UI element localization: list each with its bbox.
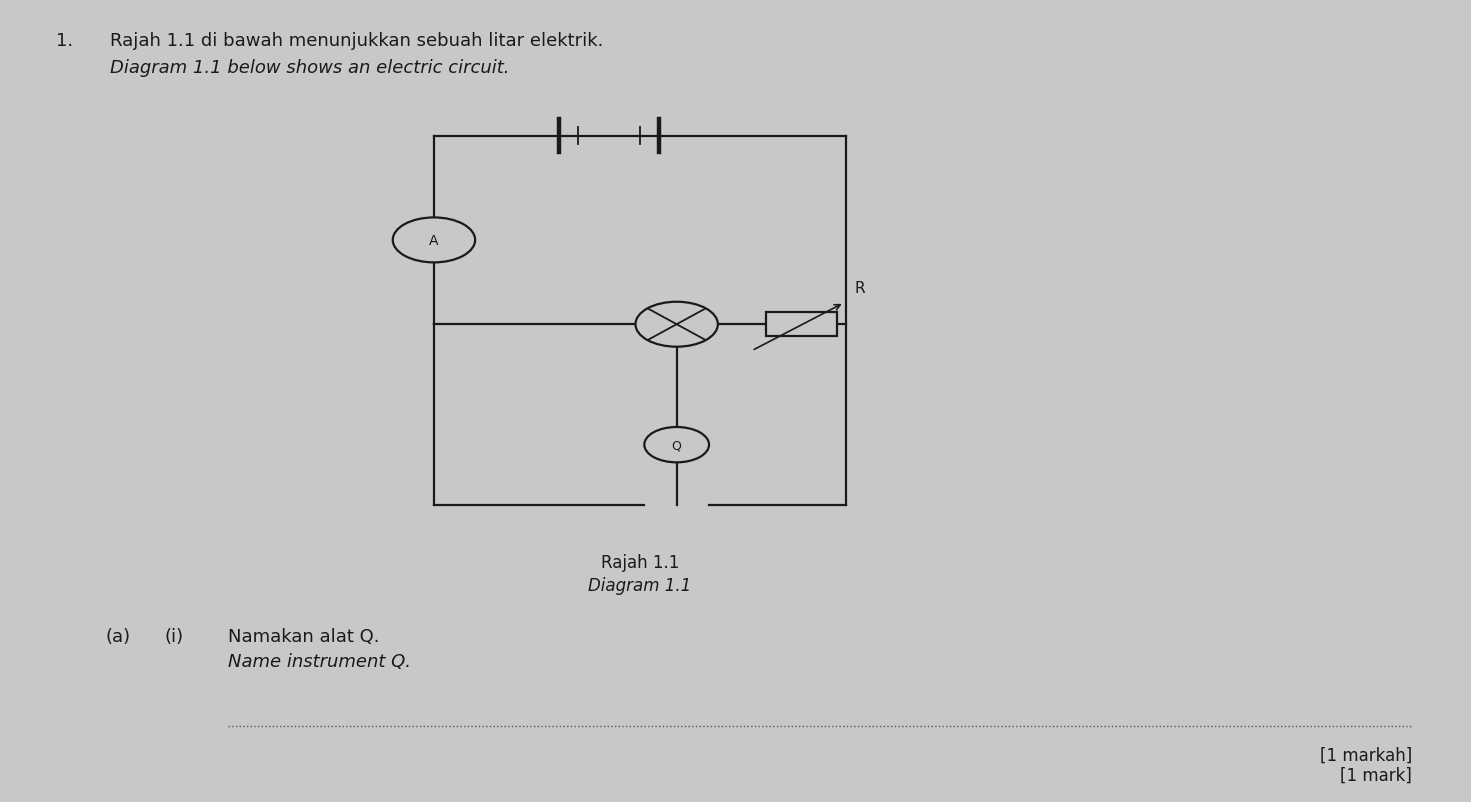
Text: Diagram 1.1: Diagram 1.1 <box>588 576 691 593</box>
Text: (a): (a) <box>106 627 131 645</box>
Text: R: R <box>855 280 865 295</box>
Text: (i): (i) <box>165 627 184 645</box>
Text: [1 markah]: [1 markah] <box>1319 746 1412 764</box>
Text: Name instrument Q.: Name instrument Q. <box>228 652 410 670</box>
Circle shape <box>635 302 718 347</box>
Text: 1.: 1. <box>56 32 74 50</box>
Text: Q: Q <box>672 439 681 452</box>
Text: Namakan alat Q.: Namakan alat Q. <box>228 627 380 645</box>
Circle shape <box>644 427 709 463</box>
Bar <box>766 313 837 337</box>
Circle shape <box>393 218 475 263</box>
Text: [1 mark]: [1 mark] <box>1340 766 1412 784</box>
Text: Rajah 1.1: Rajah 1.1 <box>600 553 680 571</box>
Text: A: A <box>430 233 438 248</box>
Text: Rajah 1.1 di bawah menunjukkan sebuah litar elektrik.: Rajah 1.1 di bawah menunjukkan sebuah li… <box>110 32 603 50</box>
Text: Diagram 1.1 below shows an electric circuit.: Diagram 1.1 below shows an electric circ… <box>110 59 510 76</box>
